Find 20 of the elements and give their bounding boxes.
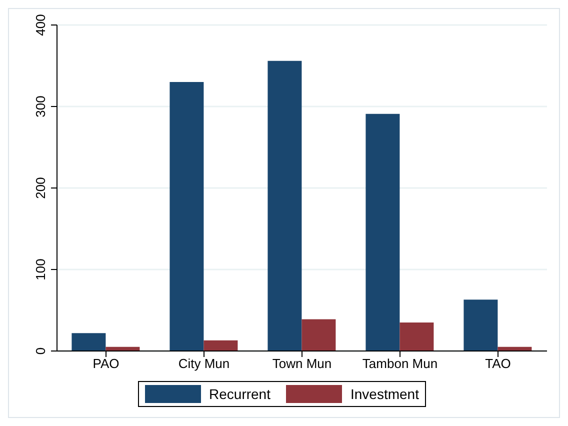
bar: [268, 60, 302, 351]
y-tick-label: 300: [33, 96, 48, 118]
x-tick-label: Tambon Mun: [362, 356, 438, 372]
x-tick-label: TAO: [485, 356, 511, 372]
y-tick-label: 100: [33, 258, 48, 280]
x-tick-label: Town Mun: [272, 356, 332, 372]
bar: [400, 322, 434, 351]
x-tick-label: PAO: [92, 356, 120, 372]
legend-label: Recurrent: [208, 385, 270, 403]
bar: [366, 114, 400, 351]
y-tick-label: 400: [33, 14, 48, 36]
y-tick-label: 200: [33, 177, 48, 199]
x-tick-label: City Mun: [178, 356, 230, 372]
legend-label: Investment: [349, 385, 419, 403]
y-tick-label: 0: [33, 347, 48, 355]
bar: [302, 319, 336, 351]
bar: [72, 333, 106, 351]
bar: [170, 82, 204, 351]
bar: [204, 340, 238, 351]
bar: [464, 300, 498, 351]
